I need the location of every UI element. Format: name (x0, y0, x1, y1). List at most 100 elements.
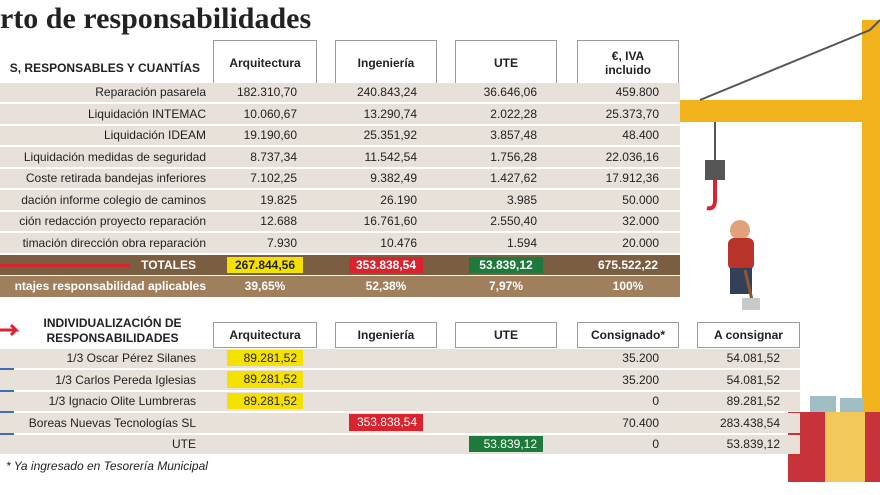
box (825, 412, 865, 482)
cell-value: 1.756,28 (490, 149, 537, 164)
cell-value: 9.382,49 (370, 171, 417, 186)
column-frame (213, 322, 317, 348)
totals-value: 267.844,56 (227, 256, 303, 273)
row-label: Boreas Nuevas Tecnologías SL (28, 415, 196, 430)
cell-value: 283.438,54 (719, 415, 780, 430)
row-band (0, 434, 800, 454)
column-header: Ingeniería (357, 328, 415, 342)
column-header: Consignado* (591, 328, 665, 342)
cell-value: 13.290,74 (363, 106, 417, 121)
cell-value: 19.825 (260, 192, 297, 207)
cell-value: 54.081,52 (726, 351, 780, 366)
cell-value: 10.060,67 (243, 106, 297, 121)
cell-value: 70.400 (622, 415, 659, 430)
cell-value: 17.912,36 (605, 171, 659, 186)
column-header: Arquitectura (229, 328, 301, 342)
worker-head (730, 220, 750, 240)
column-frame (577, 322, 679, 348)
cell-value: 182.310,70 (236, 85, 297, 100)
header-label: INDIVIDUALIZACIÓN DE RESPONSABILIDADES (43, 316, 182, 345)
cell-value: 26.190 (380, 192, 417, 207)
percent-label: ntajes responsabilidad aplicables (14, 279, 206, 294)
row-band (0, 168, 680, 188)
cell-value: 54.081,52 (726, 372, 780, 387)
cell-value: 1.594 (506, 235, 537, 250)
column-frame (455, 322, 557, 348)
percent-band (0, 276, 680, 297)
cell-value: 35.200 (622, 351, 659, 366)
row-label: dación informe colegio de caminos (21, 192, 206, 207)
row-band (0, 370, 800, 390)
row-band (0, 147, 680, 167)
shovel (743, 269, 754, 301)
column-header: UTE (494, 56, 518, 70)
cell-value: 16.761,60 (363, 214, 417, 229)
cell-value: 22.036,16 (605, 149, 659, 164)
totals-value: 53.839,12 (469, 256, 543, 273)
cell-value: 0 (652, 394, 659, 409)
row-label: Coste retirada bandejas inferiores (25, 171, 206, 186)
bucket (810, 396, 836, 412)
cell-value: 89.281,52 (227, 392, 303, 409)
cell-value: 7.102,25 (250, 171, 297, 186)
cell-value: 48.400 (622, 128, 659, 143)
row-label: 1/3 Ignacio Olite Lumbreras (48, 394, 196, 409)
cell-value: 7.930 (266, 235, 297, 250)
column-header: Ingeniería (357, 56, 415, 70)
hook-block (705, 160, 725, 180)
cell-value: 0 (652, 437, 659, 452)
cell-value: 89.281,52 (227, 371, 303, 388)
cell-value: 12.688 (260, 214, 297, 229)
cell-value: 8.737,34 (250, 149, 297, 164)
totals-value: 675.522,22 (597, 257, 659, 272)
cell-value: 11.542,54 (364, 149, 418, 164)
shovel-blade (742, 298, 760, 310)
cell-value: 89.281,52 (227, 349, 303, 366)
header-label: S, RESPONSABLES Y CUANTÍAS (9, 61, 200, 75)
row-label: UTE (172, 437, 196, 452)
percent-value: 52,38% (365, 279, 407, 294)
column-frame (577, 40, 679, 86)
cell-value: 2.022,28 (490, 106, 537, 121)
column-frame (335, 322, 437, 348)
cell-value: 19.190,60 (243, 128, 297, 143)
totals-label: TOTALES (141, 257, 196, 272)
percent-value: 100% (612, 279, 644, 294)
row-label: 1/3 Oscar Pérez Silanes (66, 351, 196, 366)
row-band (0, 190, 680, 210)
row-label: 1/3 Carlos Pereda Iglesias (55, 372, 196, 387)
column-header: UTE (494, 328, 518, 342)
cell-value: 240.843,24 (356, 85, 417, 100)
title: rto de responsabilidades (0, 2, 312, 35)
cell-value: 3.857,48 (490, 128, 537, 143)
cell-value: 1.427,62 (490, 171, 537, 186)
row-label: ción redacción proyecto reparación (19, 214, 206, 229)
cell-value: 53.839,12 (469, 435, 543, 452)
cell-value: 3.985 (506, 192, 537, 207)
cell-value: 353.838,54 (349, 414, 423, 431)
crane-cable (869, 19, 880, 31)
row-label: Liquidación INTEMAC (87, 106, 206, 121)
row-band (0, 125, 680, 145)
column-header: €, IVA incluido (605, 49, 651, 77)
cell-value: 20.000 (622, 235, 659, 250)
arrow (0, 323, 20, 337)
percent-value: 7,97% (488, 279, 524, 294)
cell-value: 50.000 (622, 192, 659, 207)
percent-value: 39,65% (244, 279, 286, 294)
cell-value: 2.550,40 (490, 214, 537, 229)
row-label: Reparación pasarela (95, 85, 206, 100)
cell-value: 25.351,92 (363, 128, 417, 143)
row-band (0, 211, 680, 231)
worker-body (728, 238, 754, 270)
cell-value: 89.281,52 (726, 394, 780, 409)
crane-cable (699, 29, 871, 101)
row-label: timación dirección obra reparación (22, 235, 206, 250)
column-frame (455, 40, 557, 86)
column-header: A consignar (714, 328, 783, 342)
row-band (0, 82, 680, 102)
bucket (840, 398, 864, 412)
totals-line (0, 263, 130, 267)
cell-value: 10.476 (380, 235, 417, 250)
